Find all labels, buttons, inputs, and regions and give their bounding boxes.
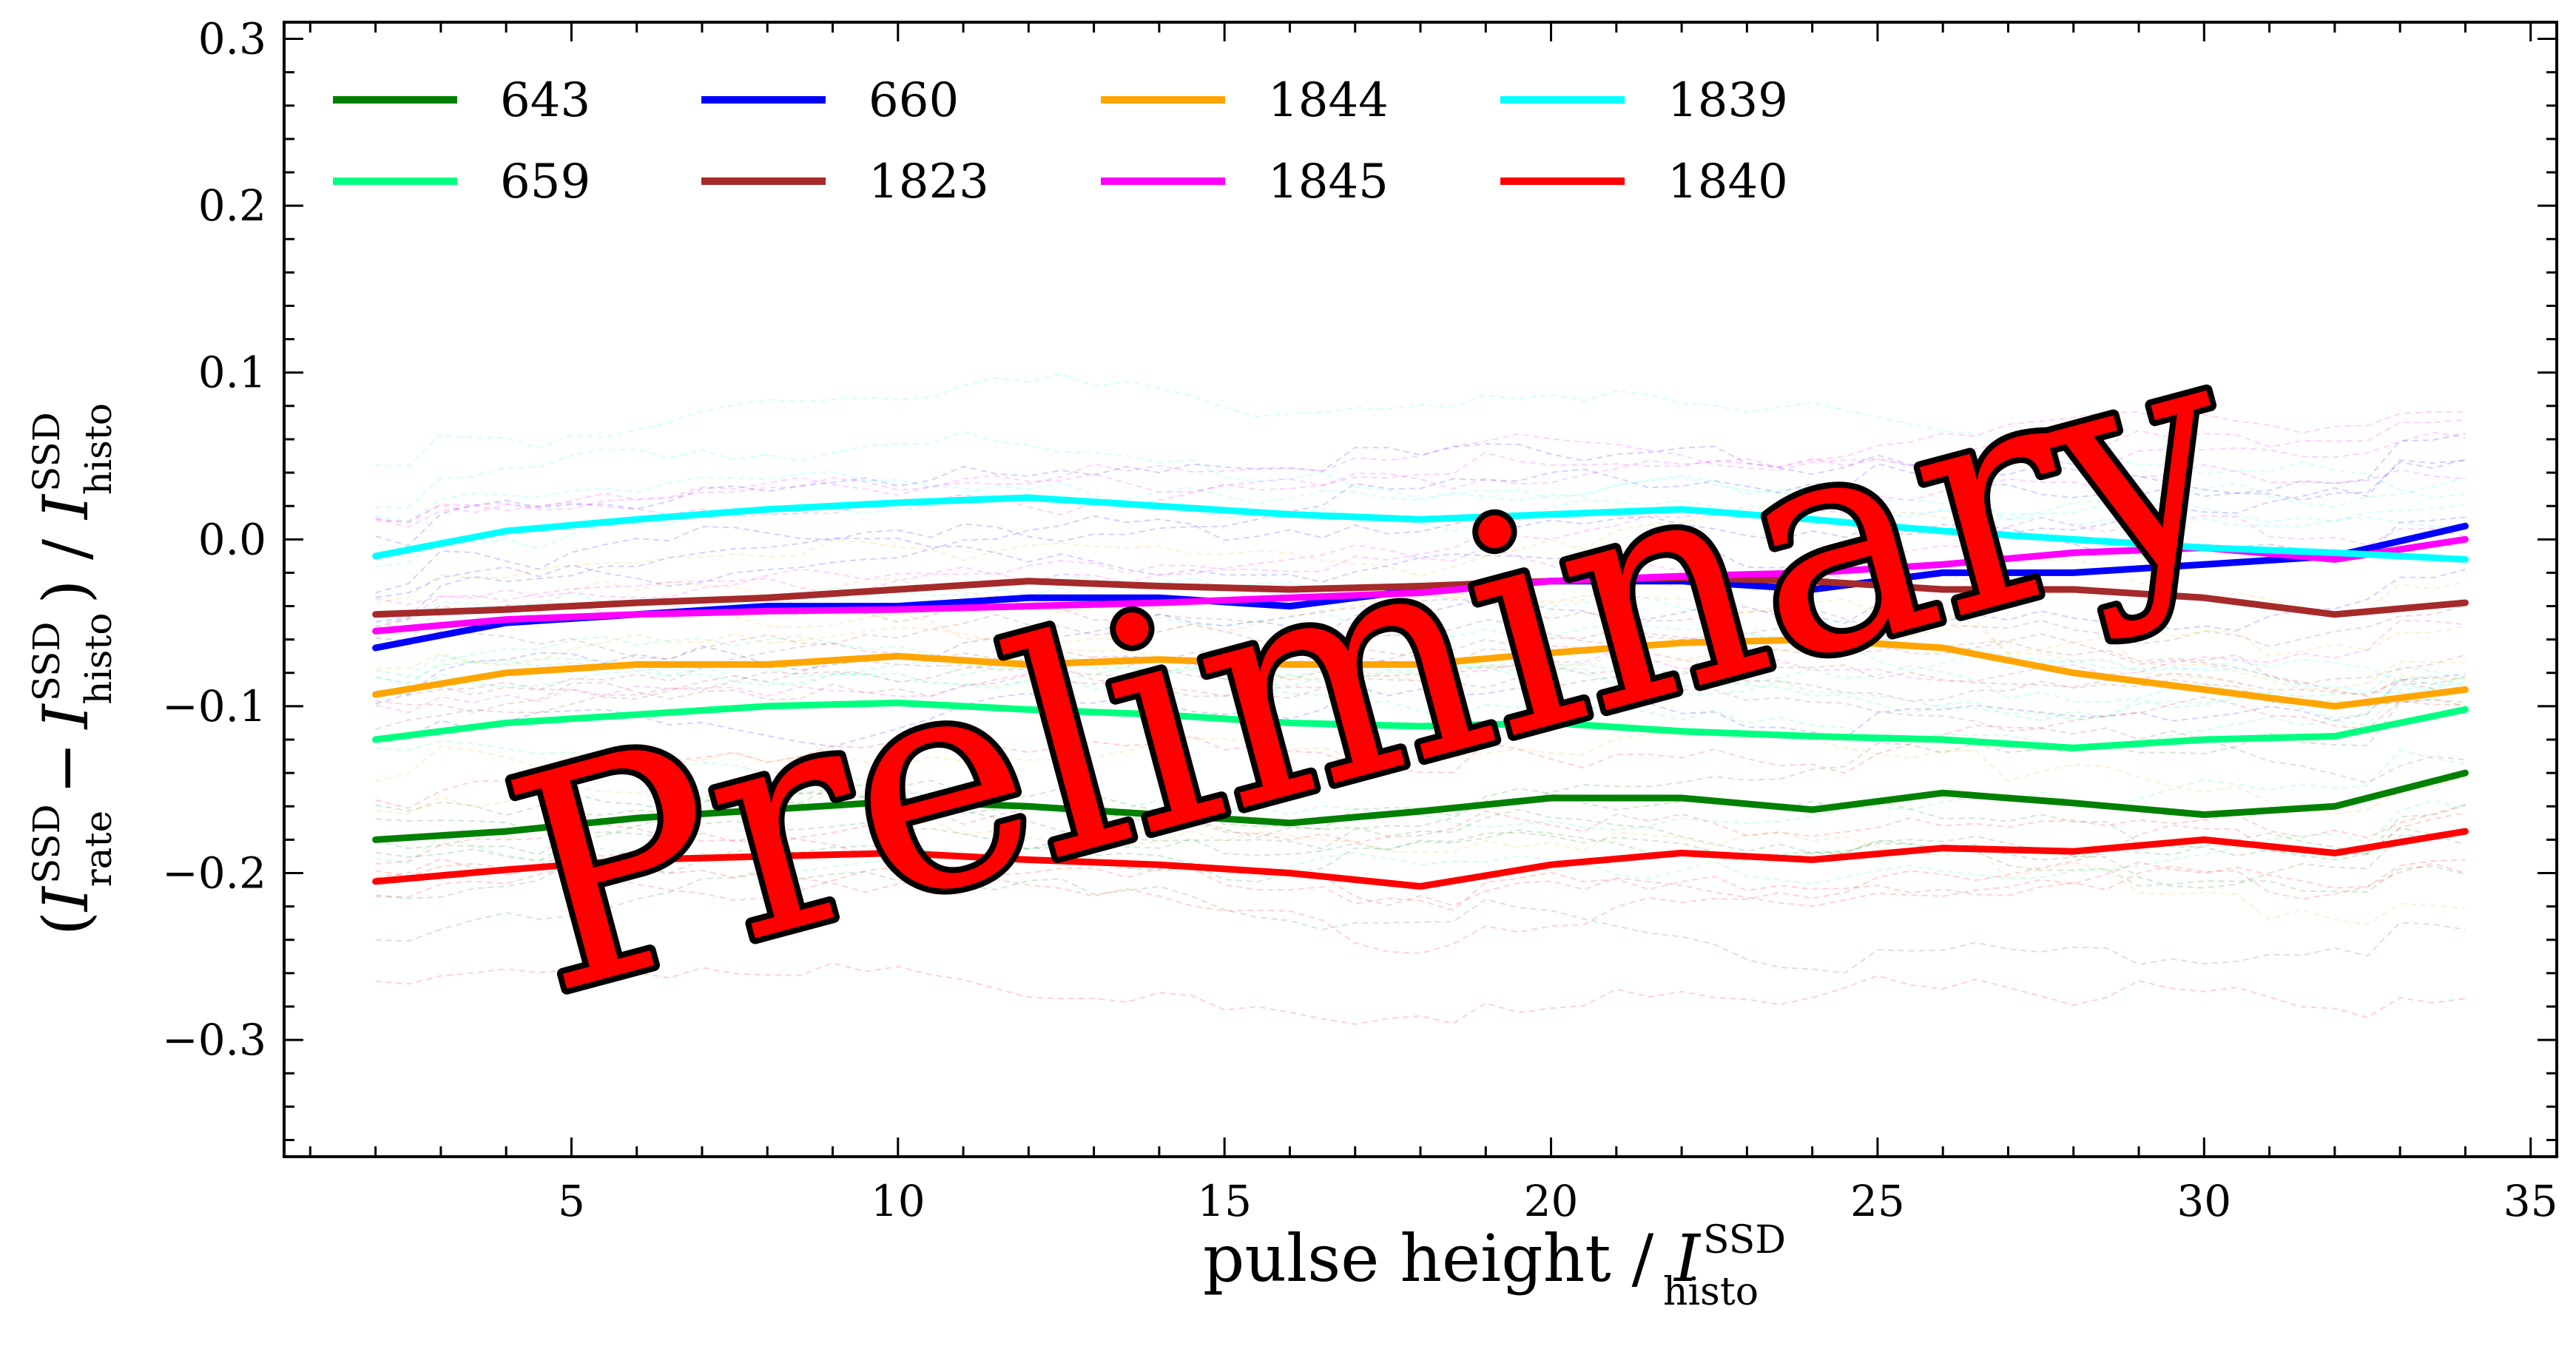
y-tick-label: −0.2 [162, 848, 266, 899]
x-tick-label: 5 [558, 1176, 585, 1226]
series-line-1840 [372, 828, 2469, 890]
y-axis-label-sub-c: histo [77, 403, 120, 495]
background-trace [375, 430, 2466, 523]
background-trace [375, 660, 2466, 720]
y-axis-label-close: ) / [30, 519, 102, 603]
y-axis-label-symbol-b: I [30, 703, 102, 730]
x-axis-label: pulse height / ISSD histo [1203, 1218, 1786, 1314]
legend-label-1839: 1839 [1668, 73, 1788, 128]
preliminary-watermark: Preliminary [480, 274, 2265, 1061]
y-axis-label-symbol-c: I [30, 493, 102, 521]
y-axis-label-symbol-a: I [30, 885, 102, 913]
background-trace [375, 618, 2466, 730]
background-trace [375, 868, 2466, 974]
background-trace [375, 464, 2466, 606]
y-axis-label-open: ( [30, 911, 102, 936]
background-trace [375, 459, 2466, 623]
x-tick-label: 35 [2503, 1176, 2558, 1226]
background-trace [375, 961, 2466, 1025]
background-trace [375, 858, 2466, 907]
background-trace [375, 696, 2466, 809]
legend-label-659: 659 [500, 155, 590, 209]
series-line-1845 [372, 535, 2469, 635]
background-trace [375, 660, 2466, 703]
background-trace [375, 432, 2466, 594]
background-trace [375, 373, 2466, 498]
legend-label-660: 660 [869, 73, 959, 128]
legend: 643 659 660 1823 1844 1845 1839 1840 [333, 73, 1788, 209]
series-line-1844 [372, 636, 2469, 710]
y-tick-label: 0.2 [198, 180, 266, 231]
background-trace [375, 673, 2466, 748]
background-trace [375, 569, 2466, 705]
background-trace [375, 654, 2466, 722]
series-line-1823 [372, 574, 2469, 618]
legend-label-1844: 1844 [1268, 73, 1389, 128]
background-trace [375, 515, 2466, 628]
y-axis-label-sup-a: SSD [25, 804, 68, 884]
legend-label-1823: 1823 [869, 155, 989, 209]
x-axis-label-sub: histo [1663, 1270, 1759, 1314]
y-tick-label: −0.1 [162, 681, 266, 731]
background-trace [375, 698, 2466, 850]
legend-label-643: 643 [500, 73, 590, 128]
x-tick-label: 20 [1524, 1176, 1579, 1226]
y-tick-label: 0.1 [198, 348, 266, 398]
background-trace [375, 732, 2466, 815]
background-trace [375, 564, 2466, 657]
data-series-lines [372, 494, 2469, 890]
x-axis-label-sup: SSD [1703, 1218, 1786, 1262]
background-trace [375, 410, 2466, 524]
background-trace [375, 819, 2466, 889]
background-trace [375, 832, 2466, 911]
x-tick-label: 10 [871, 1176, 925, 1226]
background-trace [375, 600, 2466, 690]
x-tick-label: 25 [1850, 1176, 1905, 1226]
y-axis: −0.3 −0.2 −0.1 0.0 0.1 0.2 0.3 [162, 14, 2557, 1141]
series-line-1839 [372, 494, 2469, 563]
legend-label-1840: 1840 [1668, 155, 1788, 209]
background-trace [375, 785, 2466, 926]
series-line-659 [372, 699, 2469, 751]
y-axis-label: (ISSD rate−ISSD histo) / ISSD histo [25, 403, 120, 936]
y-axis-label-sup-b: SSD [25, 622, 68, 702]
y-axis-label-minus: − [30, 742, 102, 794]
x-tick-label: 30 [2177, 1176, 2231, 1226]
background-trace [375, 803, 2466, 865]
y-axis-label-sub-a: rate [77, 811, 120, 887]
y-tick-label: −0.3 [162, 1015, 266, 1065]
x-axis-label-prefix: pulse height / [1203, 1220, 1674, 1296]
background-trace [375, 476, 2466, 568]
x-axis-label-symbol: I [1673, 1220, 1702, 1296]
y-tick-label: 0.3 [198, 14, 266, 64]
background-trace [375, 674, 2466, 784]
y-axis-label-sub-b: histo [77, 613, 120, 705]
x-axis: 5 10 15 20 25 30 35 [308, 22, 2558, 1226]
background-trace [375, 419, 2466, 523]
series-line-643 [372, 769, 2469, 843]
legend-label-1845: 1845 [1268, 155, 1389, 209]
y-axis-label-sup-c: SSD [25, 412, 68, 492]
y-tick-label: 0.0 [198, 514, 266, 564]
x-tick-label: 15 [1197, 1176, 1252, 1226]
background-trace [375, 497, 2466, 617]
background-trace [375, 660, 2466, 708]
